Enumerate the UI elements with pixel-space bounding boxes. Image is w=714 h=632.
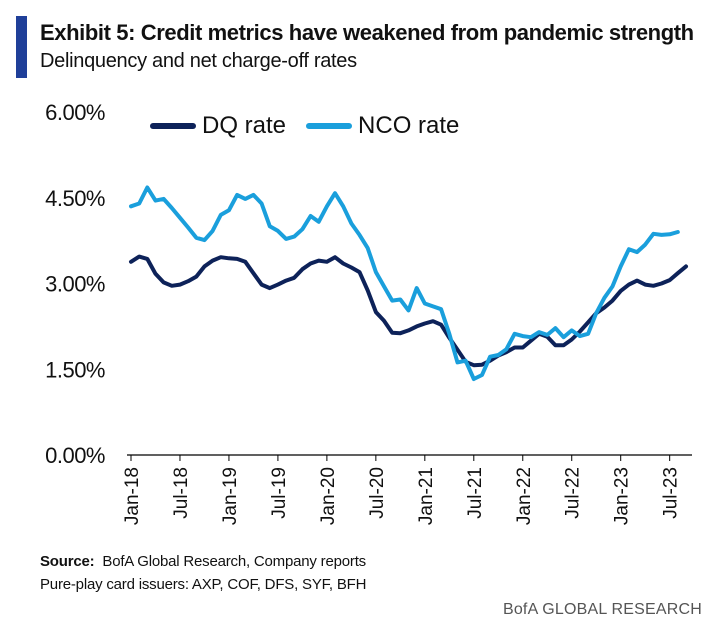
series-line-nco (129, 185, 680, 381)
legend-swatch-dq (150, 123, 196, 129)
x-tick-label: Jan-23 (612, 467, 633, 525)
y-tick-label: 1.50% (45, 357, 105, 382)
exhibit-subtitle: Delinquency and net charge-off rates (40, 50, 357, 72)
x-tick-label: Jan-20 (318, 467, 339, 525)
x-tick-label: Jul-18 (171, 467, 192, 519)
brand-label: BofA GLOBAL RESEARCH (502, 601, 702, 618)
x-tick-label: Jul-21 (465, 467, 486, 519)
legend-item-dq: DQ rate (150, 112, 286, 140)
legend-label-dq: DQ rate (202, 112, 287, 139)
x-tick-label: Jul-20 (367, 467, 388, 519)
x-tick-label: Jan-22 (514, 467, 535, 525)
x-tick-label: Jan-18 (122, 467, 143, 525)
x-tick-label: Jan-21 (416, 467, 437, 525)
x-tick-label: Jul-22 (563, 467, 584, 519)
x-tick-label: Jan-19 (220, 467, 241, 525)
source-text: BofA Global Research, Company reports (102, 553, 366, 570)
legend-label-nco: NCO rate (358, 112, 460, 139)
y-tick-label: 6.00% (45, 100, 105, 125)
legend-item-nco: NCO rate (306, 112, 459, 140)
y-tick-label: 0.00% (45, 443, 105, 468)
x-tick-label: Jul-19 (269, 467, 290, 519)
exhibit-title: Exhibit 5: Credit metrics have weakened … (40, 20, 694, 45)
y-tick-label: 3.00% (45, 272, 105, 297)
legend-swatch-nco (306, 123, 353, 129)
source-label: Source: (40, 553, 95, 570)
source-note: Source: BofA Global Research, Company re… (40, 553, 366, 570)
accent-bar (16, 16, 27, 78)
y-tick-label: 4.50% (45, 186, 105, 211)
chart-legend: DQ rate NCO rate (150, 112, 459, 140)
issuer-note: Pure-play card issuers: AXP, COF, DFS, S… (40, 576, 367, 593)
x-tick-label: Jul-23 (661, 467, 682, 519)
